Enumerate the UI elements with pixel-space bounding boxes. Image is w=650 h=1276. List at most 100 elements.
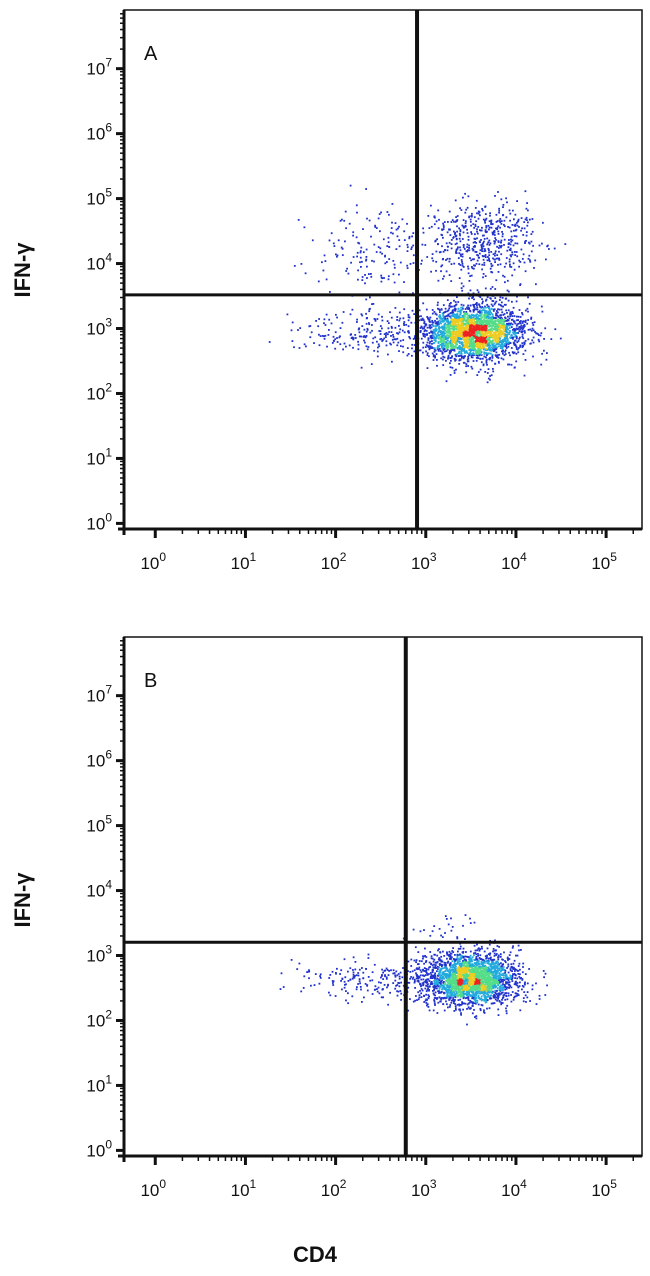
event-dot	[412, 244, 415, 247]
event-dot	[471, 258, 474, 261]
event-dot	[513, 968, 515, 970]
event-dot	[442, 222, 444, 225]
event-dot	[485, 299, 487, 302]
event-dot	[464, 983, 467, 985]
event-dot	[467, 997, 470, 1000]
event-dot	[446, 348, 449, 351]
event-dot	[475, 343, 478, 346]
event-dot	[398, 350, 400, 352]
event-dot	[387, 275, 390, 278]
event-dot	[473, 237, 476, 240]
event-dot	[323, 335, 325, 338]
event-dot	[434, 356, 436, 359]
event-dot	[377, 346, 379, 349]
event-dot	[339, 343, 342, 346]
event-dot	[423, 330, 426, 333]
event-dot	[485, 360, 488, 362]
event-dot	[500, 335, 503, 338]
event-dot	[443, 331, 445, 333]
event-dot	[455, 319, 458, 321]
event-dot	[487, 315, 490, 318]
event-dot	[468, 329, 471, 332]
event-dot	[348, 344, 351, 347]
event-dot	[500, 318, 502, 320]
event-dot	[448, 995, 451, 997]
event-dot	[398, 331, 401, 334]
event-dot	[318, 333, 320, 336]
event-dot	[495, 279, 498, 282]
event-dot	[313, 342, 315, 344]
event-dot	[453, 991, 455, 994]
event-dot	[426, 1004, 428, 1007]
event-dot	[459, 240, 462, 243]
event-dot	[505, 216, 508, 219]
event-dot	[458, 329, 461, 332]
event-dot	[439, 343, 442, 346]
event-dot	[494, 354, 497, 357]
event-dot	[365, 330, 368, 333]
event-dot	[454, 221, 457, 223]
event-dot	[482, 255, 485, 258]
event-dot	[463, 331, 466, 334]
event-dot	[465, 339, 468, 342]
event-dot	[467, 345, 470, 348]
event-dot	[519, 322, 522, 325]
event-dot	[485, 231, 487, 234]
event-dot	[464, 328, 467, 331]
event-dot	[395, 228, 398, 231]
event-dot	[491, 339, 494, 342]
event-dot	[511, 318, 514, 321]
event-dot	[436, 970, 438, 973]
event-dot	[464, 224, 467, 227]
event-dot	[470, 322, 472, 324]
event-dot	[485, 356, 487, 359]
event-dot	[439, 314, 441, 316]
event-dot	[433, 215, 436, 218]
event-dot	[357, 343, 360, 346]
event-dot	[438, 959, 441, 962]
event-dot	[436, 346, 439, 349]
event-dot	[452, 947, 454, 949]
event-dot	[483, 318, 485, 321]
event-dot	[458, 310, 461, 312]
event-dot	[488, 348, 490, 350]
plot-frame	[123, 636, 643, 1157]
event-dot	[505, 326, 507, 328]
event-dot	[501, 969, 504, 971]
event-dot	[398, 245, 401, 248]
event-dot	[466, 343, 469, 346]
event-dot	[346, 267, 348, 270]
event-dot	[535, 1003, 538, 1005]
event-dot	[449, 234, 452, 236]
event-dot	[484, 349, 487, 352]
event-dot	[487, 961, 490, 963]
event-dot	[472, 318, 475, 320]
event-dot	[532, 355, 534, 358]
event-dot	[459, 253, 462, 256]
event-dot	[445, 242, 448, 245]
event-dot	[471, 330, 473, 332]
event-dot	[457, 257, 460, 259]
event-dot	[471, 985, 473, 988]
event-dot	[451, 336, 453, 339]
event-dot	[396, 319, 398, 321]
event-dot	[478, 317, 481, 320]
panel-label: A	[144, 43, 158, 65]
event-dot	[365, 188, 367, 190]
event-dot	[505, 340, 507, 343]
x-tick-label: 103	[411, 550, 437, 573]
event-dot	[493, 240, 496, 243]
event-dot	[453, 326, 455, 329]
event-dot	[477, 217, 480, 220]
event-dot	[374, 336, 377, 339]
event-dot	[501, 347, 504, 350]
event-dot	[398, 239, 401, 241]
event-dot	[443, 981, 445, 983]
event-dot	[493, 231, 496, 234]
event-dot	[489, 242, 492, 245]
event-dot	[456, 296, 458, 298]
event-dot	[480, 307, 483, 309]
event-dot	[441, 258, 444, 261]
event-dot	[477, 256, 480, 259]
event-dot	[484, 213, 487, 215]
